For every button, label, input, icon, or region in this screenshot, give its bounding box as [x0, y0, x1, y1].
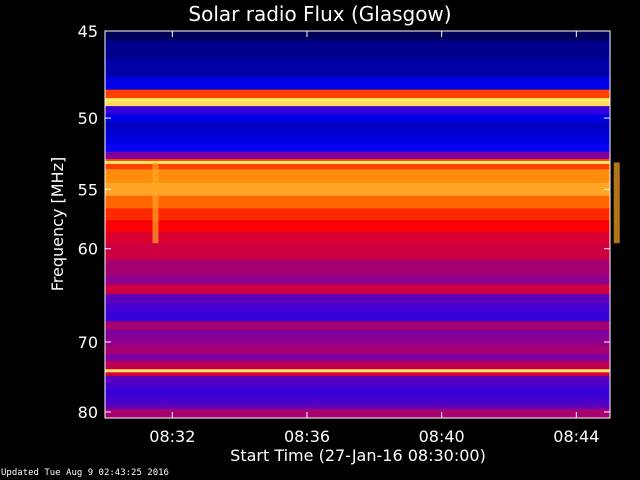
heatmap-band	[105, 375, 610, 384]
x-axis: 08:32 08:36 08:40 08:44	[149, 31, 599, 446]
plot-frame	[104, 30, 611, 419]
y-tick-label: 60	[78, 240, 98, 259]
heatmap-band	[105, 76, 610, 91]
heatmap-band	[105, 402, 610, 410]
vertical-features	[152, 162, 620, 244]
updated-timestamp: Updated Tue Aug 9 02:43:25 2016	[1, 468, 169, 478]
heatmap-band	[105, 368, 610, 377]
heatmap-band	[105, 274, 610, 286]
heatmap-band	[105, 259, 610, 276]
heatmap-band	[105, 137, 610, 146]
y-tick-label: 80	[78, 403, 98, 422]
heatmap-band	[105, 284, 610, 295]
heatmap-band	[105, 31, 610, 42]
x-tick-label: 08:44	[553, 427, 599, 446]
x-tick-label: 08:40	[419, 427, 465, 446]
heatmap-band	[105, 158, 610, 170]
heatmap-band	[105, 169, 610, 184]
y-axis: 45 50 55 60 70 80	[78, 22, 610, 422]
heatmap-band	[105, 114, 610, 123]
heatmap-band	[105, 121, 610, 131]
heatmap-band	[105, 129, 610, 138]
heatmap-band	[105, 294, 610, 305]
heatmap-bands	[105, 31, 610, 419]
heatmap-band	[105, 353, 610, 362]
x-axis-label: Start Time (27-Jan-16 08:30:00)	[230, 446, 486, 465]
heatmap-band	[105, 243, 610, 260]
heatmap-band	[105, 389, 610, 397]
heatmap-band	[105, 195, 610, 209]
heatmap-band	[105, 382, 610, 391]
heatmap-band	[105, 361, 610, 370]
heatmap-band	[105, 231, 610, 244]
heatmap-band	[105, 89, 610, 99]
heatmap-band	[105, 396, 610, 404]
heatmap-band	[105, 106, 610, 115]
heatmap-band	[105, 321, 610, 331]
y-tick-label: 55	[78, 180, 98, 199]
heatmap-band	[105, 97, 610, 107]
heatmap-band	[105, 208, 610, 221]
x-tick-label: 08:36	[284, 427, 330, 446]
vertical-streak	[152, 162, 159, 244]
y-tick-label: 45	[78, 22, 98, 41]
bright-line	[105, 160, 610, 164]
y-tick-label: 70	[78, 333, 98, 352]
chart-title: Solar radio Flux (Glasgow)	[188, 2, 452, 26]
heatmap-band	[105, 40, 610, 60]
heatmap-band	[105, 182, 610, 197]
bright-line	[105, 369, 610, 373]
heatmap-band	[105, 59, 610, 78]
vertical-streak	[613, 162, 620, 244]
heatmap-band	[105, 151, 610, 160]
y-tick-label: 50	[78, 109, 98, 128]
heatmap-band	[105, 303, 610, 314]
heatmap-band	[105, 329, 610, 339]
y-axis-label: Frequency [MHz]	[48, 157, 67, 291]
heatmap-band	[105, 345, 610, 355]
heatmap-band	[105, 312, 610, 322]
heatmap-band	[105, 144, 610, 153]
x-tick-label: 08:32	[149, 427, 195, 446]
heatmap-band	[105, 220, 610, 233]
heatmap-band	[105, 408, 610, 419]
bright-line	[105, 98, 610, 102]
heatmap-band	[105, 337, 610, 347]
